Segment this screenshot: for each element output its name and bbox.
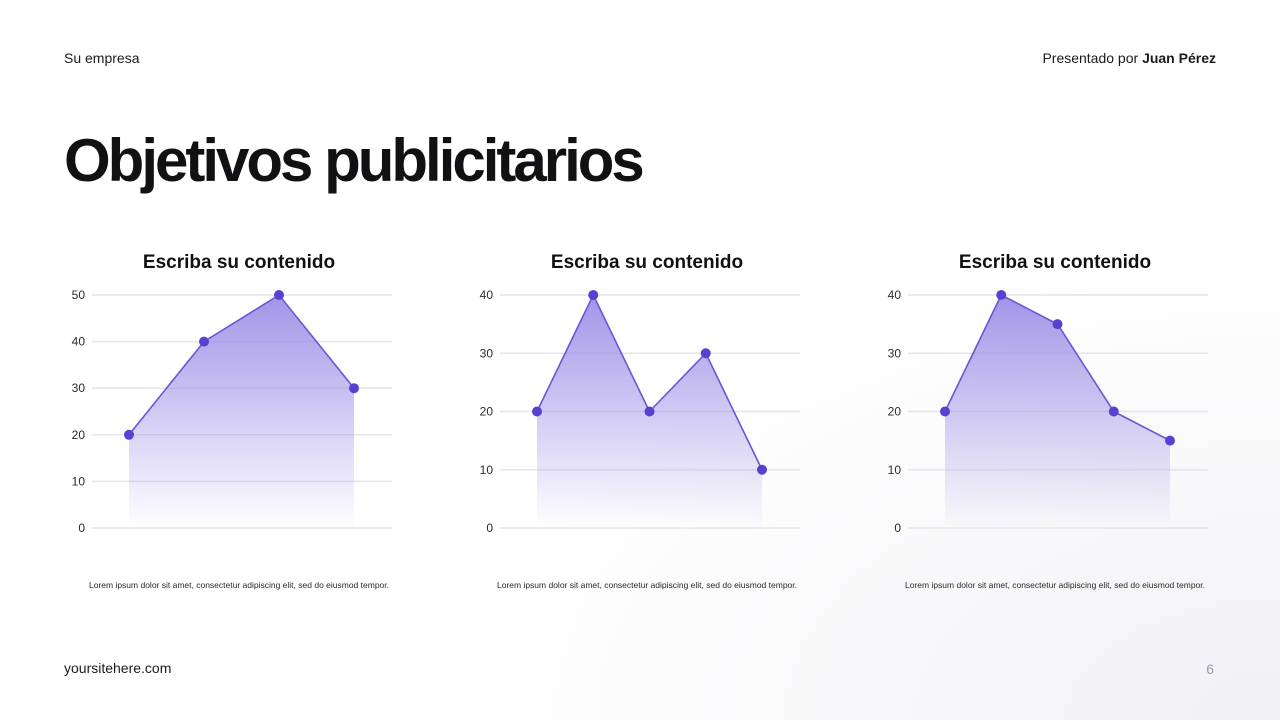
data-point-5 (757, 464, 767, 475)
area-chart-2: 0 10 20 30 40 (480, 288, 800, 535)
y-tick-label: 20 (888, 405, 902, 419)
data-point-3 (1052, 319, 1063, 330)
slide-title: Objetivos publicitarios (64, 127, 645, 194)
presenter-name: Juan Pérez (1142, 50, 1216, 66)
presented-by-label: Presentado por (1042, 50, 1139, 66)
company-name: Su empresa (64, 50, 140, 66)
footer-site-url[interactable]: yoursitehere.com (64, 660, 172, 676)
chart-panel-1: 0 10 20 30 40 50 Escriba su contenido Lorem i… (64, 250, 414, 600)
y-tick-label: 40 (72, 335, 86, 349)
data-point-4 (1108, 406, 1119, 417)
y-tick-label: 10 (72, 474, 86, 488)
chart-caption-3: Lorem ipsum dolor sit amet, consectetur … (904, 580, 1205, 590)
y-tick-label: 0 (486, 521, 493, 535)
chart-panel-3: 0 10 20 30 40 Escriba su contenido Lorem ips… (880, 250, 1230, 600)
y-tick-label: 10 (888, 463, 902, 477)
chart-panel-2: 0 10 20 30 40 Escriba su contenido Lorem ips… (472, 250, 822, 600)
data-point-1 (124, 429, 134, 440)
data-point-1 (940, 406, 950, 417)
chart-caption-2: Lorem ipsum dolor sit amet, consectetur … (496, 580, 797, 590)
data-point-3 (274, 290, 284, 300)
data-point-4 (349, 383, 359, 394)
data-point-3 (644, 406, 655, 417)
series-line (128, 293, 355, 436)
data-point-2 (199, 336, 209, 347)
y-tick-label: 20 (72, 428, 86, 442)
area-fill (129, 295, 354, 528)
chart-title-3: Escriba su contenido (958, 252, 1152, 273)
data-point-1 (532, 406, 542, 417)
area-chart-1: 0 10 20 30 40 50 (72, 288, 392, 535)
y-tick-label: 50 (72, 288, 86, 302)
data-point-2 (996, 290, 1007, 300)
y-tick-label: 40 (480, 288, 494, 302)
data-point-4 (700, 348, 711, 359)
y-tick-label: 30 (888, 346, 902, 360)
data-point-2 (588, 290, 599, 300)
area-chart-3: 0 10 20 30 40 (888, 288, 1208, 535)
area-fill (945, 295, 1170, 528)
chart-caption-1: Lorem ipsum dolor sit amet, consectetur … (88, 580, 389, 590)
y-tick-label: 0 (894, 521, 901, 535)
y-tick-label: 10 (480, 463, 494, 477)
y-tick-label: 30 (480, 346, 494, 360)
y-tick-label: 0 (78, 521, 85, 535)
presenter-line: Presentado por Juan Pérez (1042, 50, 1216, 66)
data-point-5 (1165, 435, 1175, 446)
y-tick-label: 40 (888, 288, 902, 302)
chart-title-2: Escriba su contenido (550, 252, 744, 273)
y-tick-label: 20 (480, 405, 494, 419)
chart-title-1: Escriba su contenido (142, 252, 336, 273)
page-number: 6 (1206, 661, 1214, 677)
y-tick-label: 30 (72, 381, 86, 395)
